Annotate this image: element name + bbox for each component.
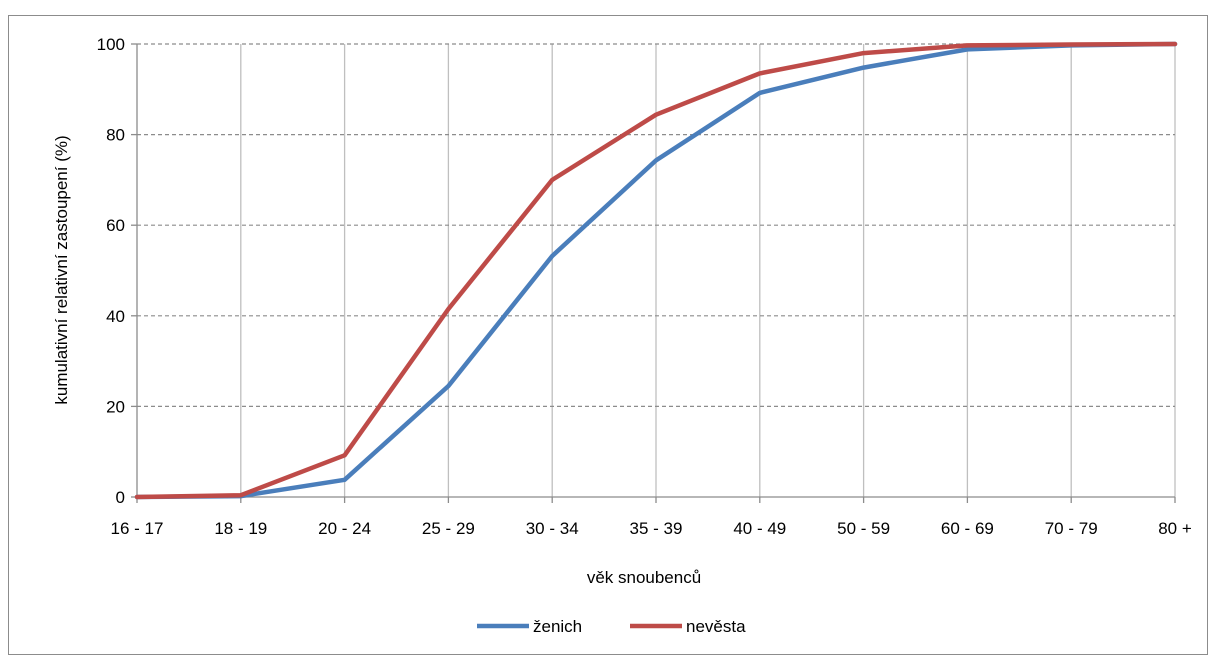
y-tick-label: 0 [116,488,125,507]
series [134,41,1178,500]
chart-frame [8,15,1208,655]
y-axis-title: kumulativní relativní zastoupení (%) [52,135,71,404]
legend-label: nevěsta [686,617,746,636]
x-tick-label: 30 - 34 [526,519,579,538]
x-axis-title: věk snoubenců [587,568,701,587]
x-tick-label: 16 - 17 [111,519,164,538]
grid [137,43,1176,497]
x-tick-label: 25 - 29 [422,519,475,538]
series-line-1 [134,41,1178,500]
y-axis-ticks: 0 20 40 60 80 100 [97,35,125,507]
y-tick-label: 80 [106,126,125,145]
x-tick-label: 50 - 59 [837,519,890,538]
x-tick-label: 18 - 19 [214,519,267,538]
x-tick-label: 60 - 69 [941,519,994,538]
x-tick-label: 70 - 79 [1045,519,1098,538]
x-tick-label: 80 + [1158,519,1192,538]
x-tick-label: 40 - 49 [733,519,786,538]
legend-label: ženich [533,617,582,636]
legend: ženich nevěsta [477,617,746,636]
y-tick-label: 100 [97,35,125,54]
x-tick-label: 35 - 39 [630,519,683,538]
x-axis-ticks: 16 - 17 18 - 19 20 - 24 25 - 29 30 - 34 35 - … [111,519,1192,538]
axes [131,43,1176,503]
y-tick-label: 40 [106,307,125,326]
y-tick-label: 20 [106,397,125,416]
y-tick-label: 60 [106,216,125,235]
series-line-0 [134,41,1178,500]
x-tick-label: 20 - 24 [318,519,371,538]
